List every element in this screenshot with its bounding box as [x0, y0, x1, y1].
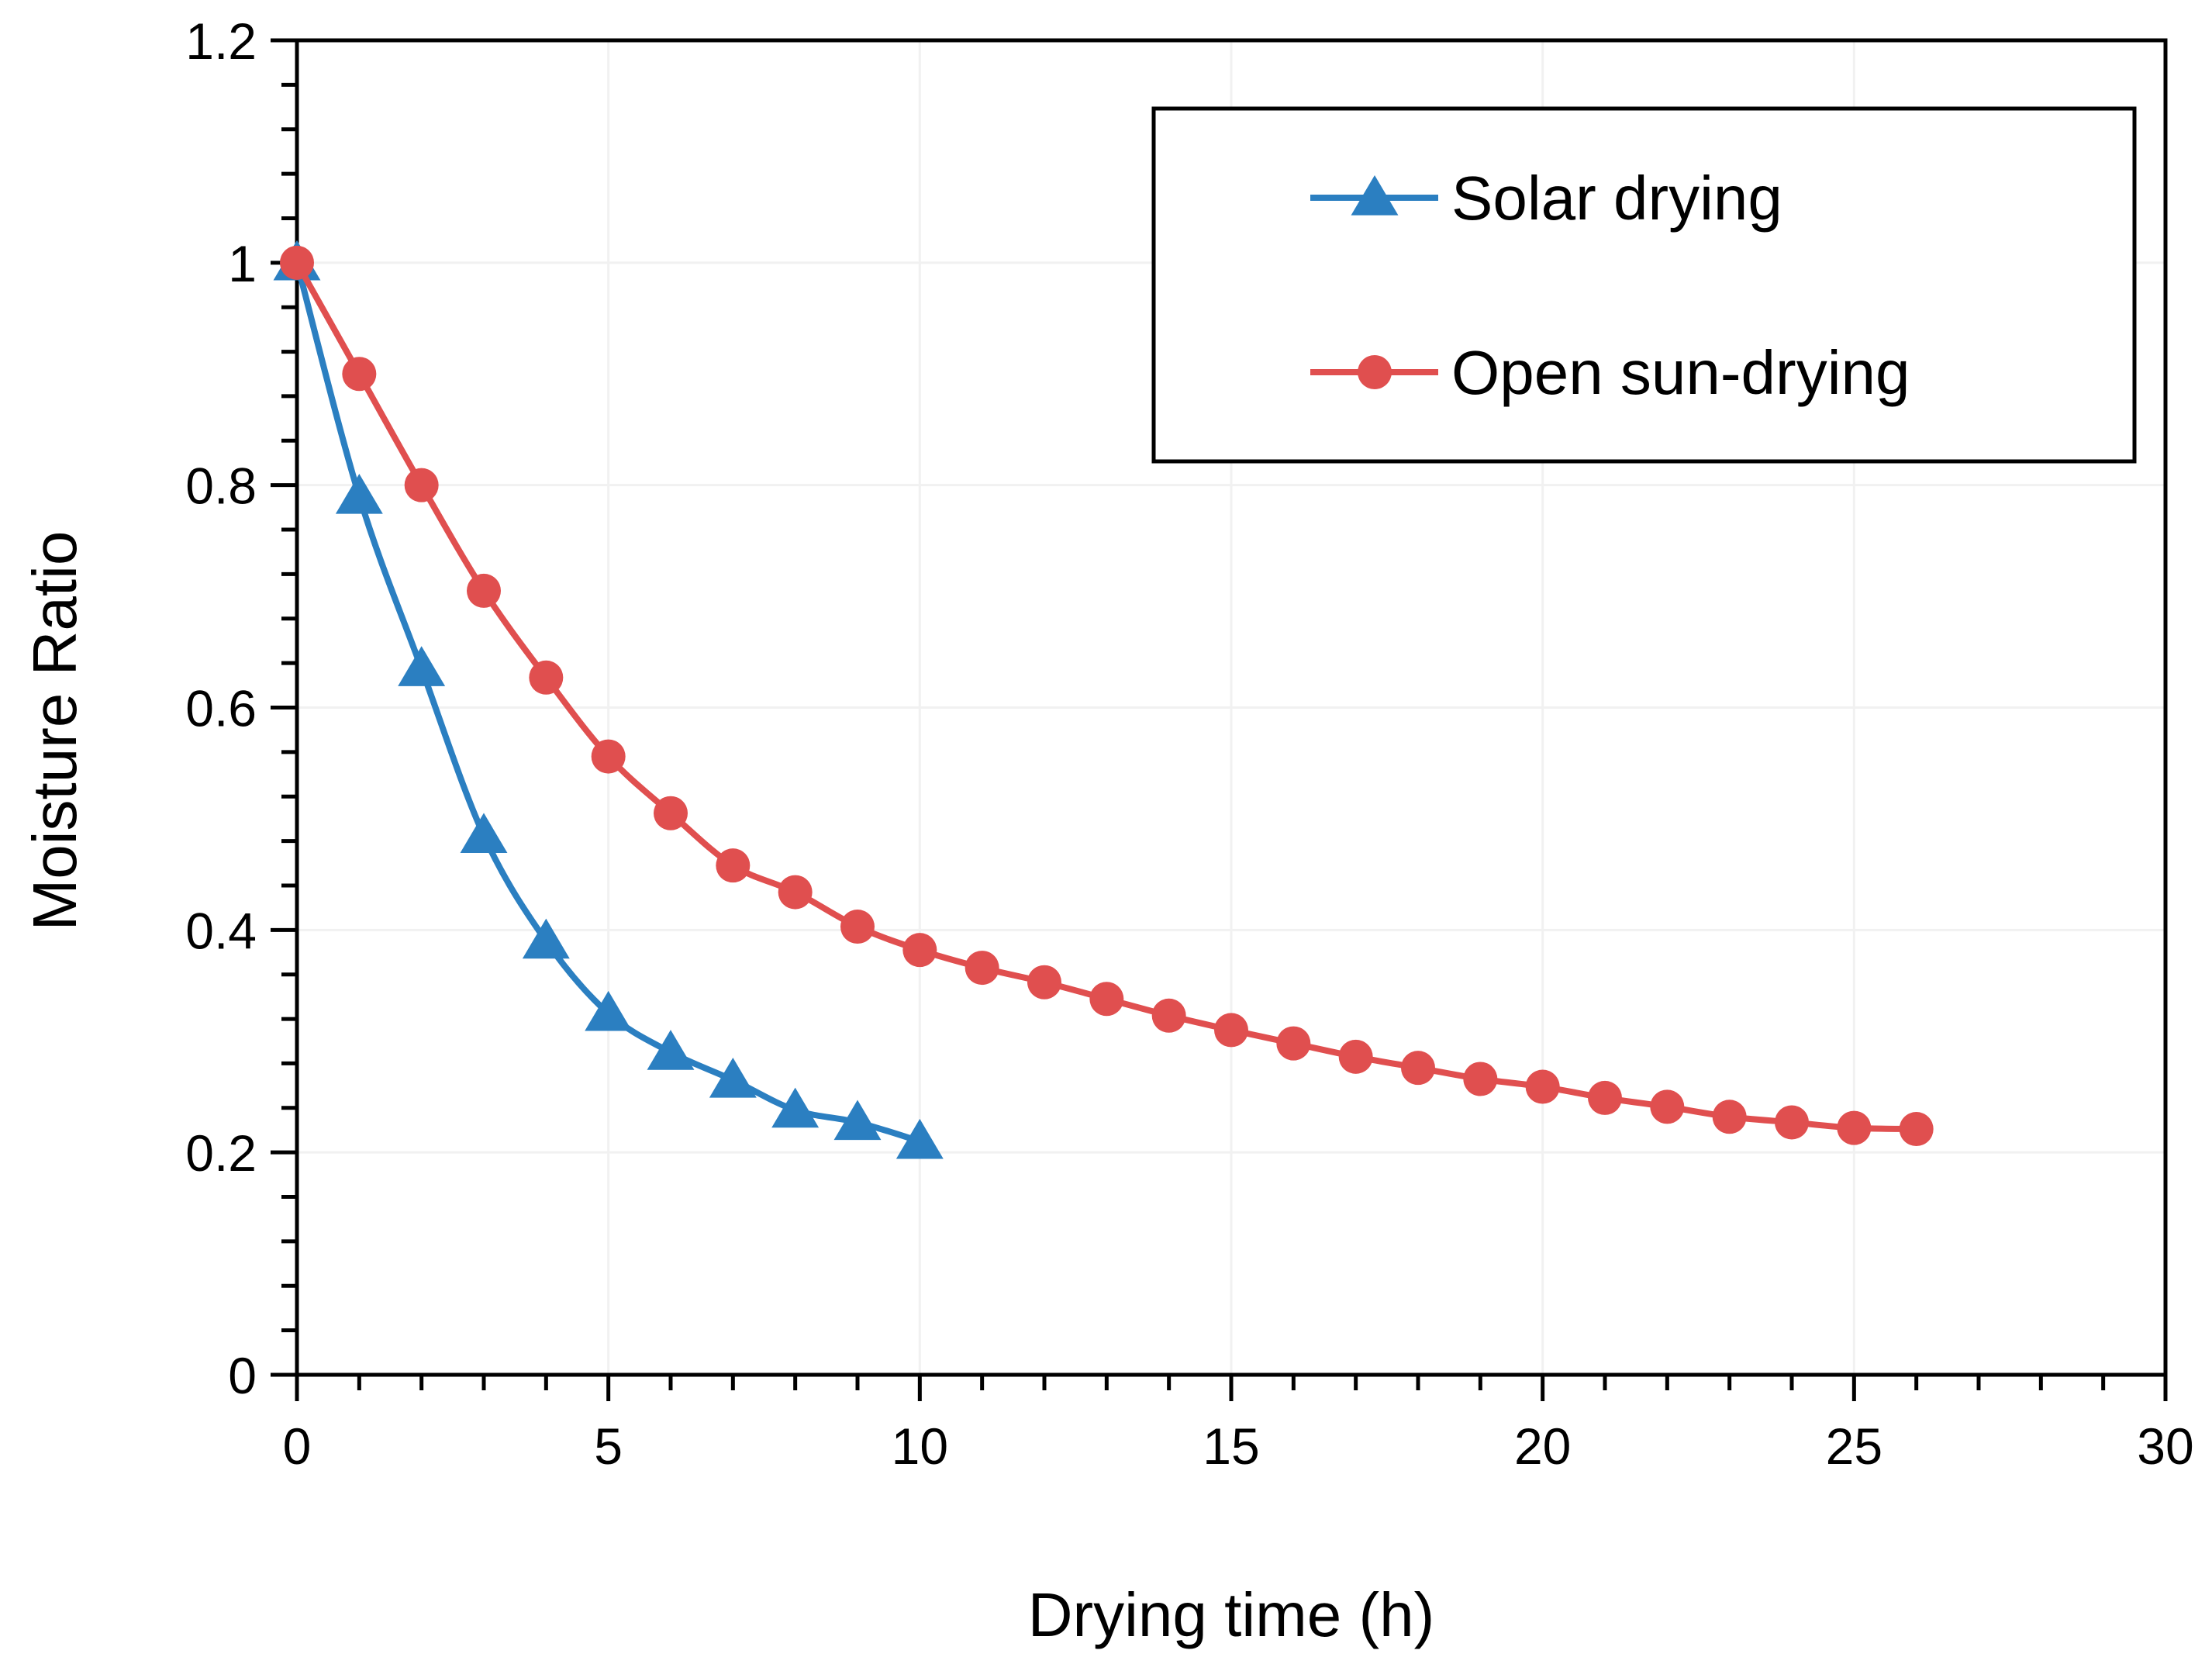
- data-point-solar-drying: [895, 1118, 944, 1159]
- y-axis-title: Moisture Ratio: [20, 531, 89, 931]
- data-point-open-sun-drying: [716, 848, 751, 883]
- y-tick-label: 0.4: [185, 902, 257, 959]
- data-point-open-sun-drying: [1899, 1112, 1934, 1147]
- data-point-open-sun-drying: [1588, 1080, 1622, 1115]
- x-tick-label: 0: [283, 1417, 312, 1475]
- data-point-open-sun-drying: [1525, 1069, 1560, 1104]
- data-point-open-sun-drying: [1027, 965, 1061, 999]
- data-point-solar-drying: [771, 1087, 820, 1128]
- data-point-open-sun-drying: [467, 573, 501, 608]
- data-point-open-sun-drying: [840, 910, 875, 944]
- data-point-open-sun-drying: [1151, 998, 1186, 1033]
- legend-label: Solar drying: [1451, 164, 1782, 233]
- data-point-open-sun-drying: [1463, 1062, 1498, 1096]
- data-point-open-sun-drying: [591, 739, 626, 774]
- series-open-sun-drying: [280, 245, 1934, 1147]
- data-point-solar-drying: [647, 1030, 695, 1070]
- data-point-open-sun-drying: [1837, 1110, 1872, 1145]
- series-solar-drying: [273, 240, 944, 1159]
- data-point-open-sun-drying: [1712, 1100, 1747, 1134]
- y-tick-label: 1: [228, 235, 257, 292]
- x-axis-title: Drying time (h): [1028, 1580, 1435, 1649]
- data-point-open-sun-drying: [1276, 1026, 1311, 1061]
- y-tick-label: 0.6: [185, 680, 257, 737]
- legend: Solar drying Open sun-drying: [1151, 106, 2137, 464]
- data-point-open-sun-drying: [342, 357, 377, 392]
- x-tick-label: 15: [1203, 1417, 1259, 1475]
- data-point-open-sun-drying: [1775, 1105, 1809, 1140]
- data-point-open-sun-drying: [902, 933, 937, 968]
- tick-labels: 0 0.2 0.4 0.6 0.8 1 1.2 0 5 10 15 20 25 30: [185, 12, 2193, 1475]
- data-point-solar-drying: [709, 1057, 757, 1098]
- data-point-solar-drying: [398, 646, 446, 686]
- legend-marker: [1351, 175, 1399, 216]
- data-point-open-sun-drying: [1214, 1013, 1248, 1048]
- y-tick-label: 0.2: [185, 1124, 257, 1182]
- y-tick-label: 1.2: [185, 12, 257, 70]
- data-point-open-sun-drying: [965, 951, 999, 986]
- data-point-open-sun-drying: [1338, 1039, 1373, 1074]
- data-point-open-sun-drying: [1401, 1051, 1435, 1086]
- data-point-open-sun-drying: [529, 660, 564, 695]
- data-point-open-sun-drying: [1089, 982, 1124, 1017]
- data-point-open-sun-drying: [778, 875, 813, 910]
- y-tick-label: 0: [228, 1347, 257, 1404]
- data-point-open-sun-drying: [404, 468, 439, 502]
- legend-label: Open sun-drying: [1451, 338, 1910, 407]
- x-tick-label: 20: [1514, 1417, 1571, 1475]
- legend-item-open-sun-drying: Open sun-drying: [1310, 338, 1910, 407]
- data-point-solar-drying: [335, 474, 383, 514]
- x-tick-label: 5: [594, 1417, 623, 1475]
- data-point-open-sun-drying: [654, 796, 688, 830]
- legend-marker: [1358, 355, 1392, 389]
- data-point-open-sun-drying: [1650, 1089, 1685, 1124]
- data-point-open-sun-drying: [280, 245, 314, 280]
- legend-item-solar-drying: Solar drying: [1310, 164, 1782, 233]
- x-tick-label: 25: [1826, 1417, 1882, 1475]
- x-tick-label: 10: [892, 1417, 948, 1475]
- data-point-solar-drying: [833, 1100, 882, 1141]
- series-layer: [273, 240, 1934, 1159]
- x-tick-label: 30: [2137, 1417, 2193, 1475]
- data-point-solar-drying: [460, 813, 508, 854]
- tick-marks: [271, 38, 2168, 1401]
- data-point-solar-drying: [522, 918, 570, 959]
- data-point-solar-drying: [585, 990, 633, 1031]
- legend-box: [1151, 106, 2137, 464]
- y-tick-label: 0.8: [185, 457, 257, 515]
